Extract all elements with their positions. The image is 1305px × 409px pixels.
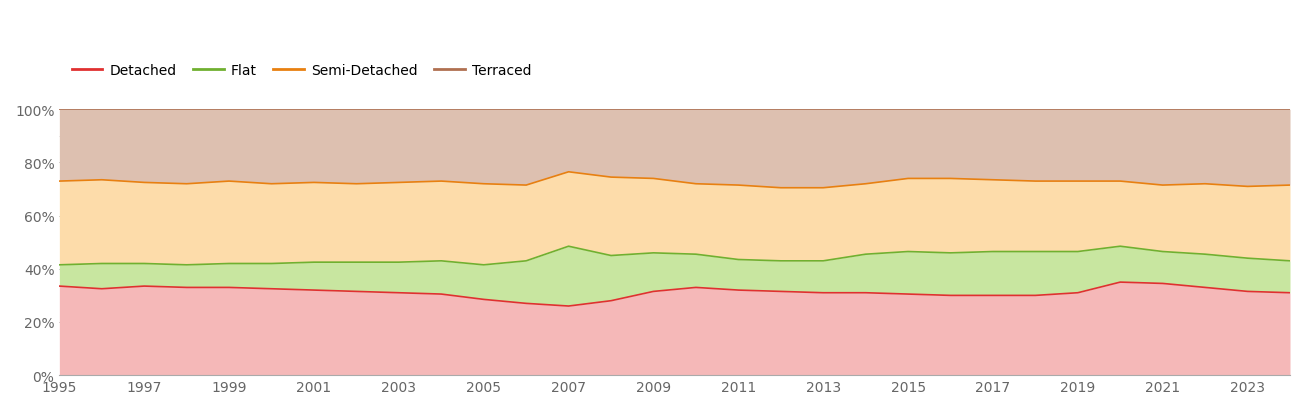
Legend: Detached, Flat, Semi-Detached, Terraced: Detached, Flat, Semi-Detached, Terraced (67, 58, 536, 84)
